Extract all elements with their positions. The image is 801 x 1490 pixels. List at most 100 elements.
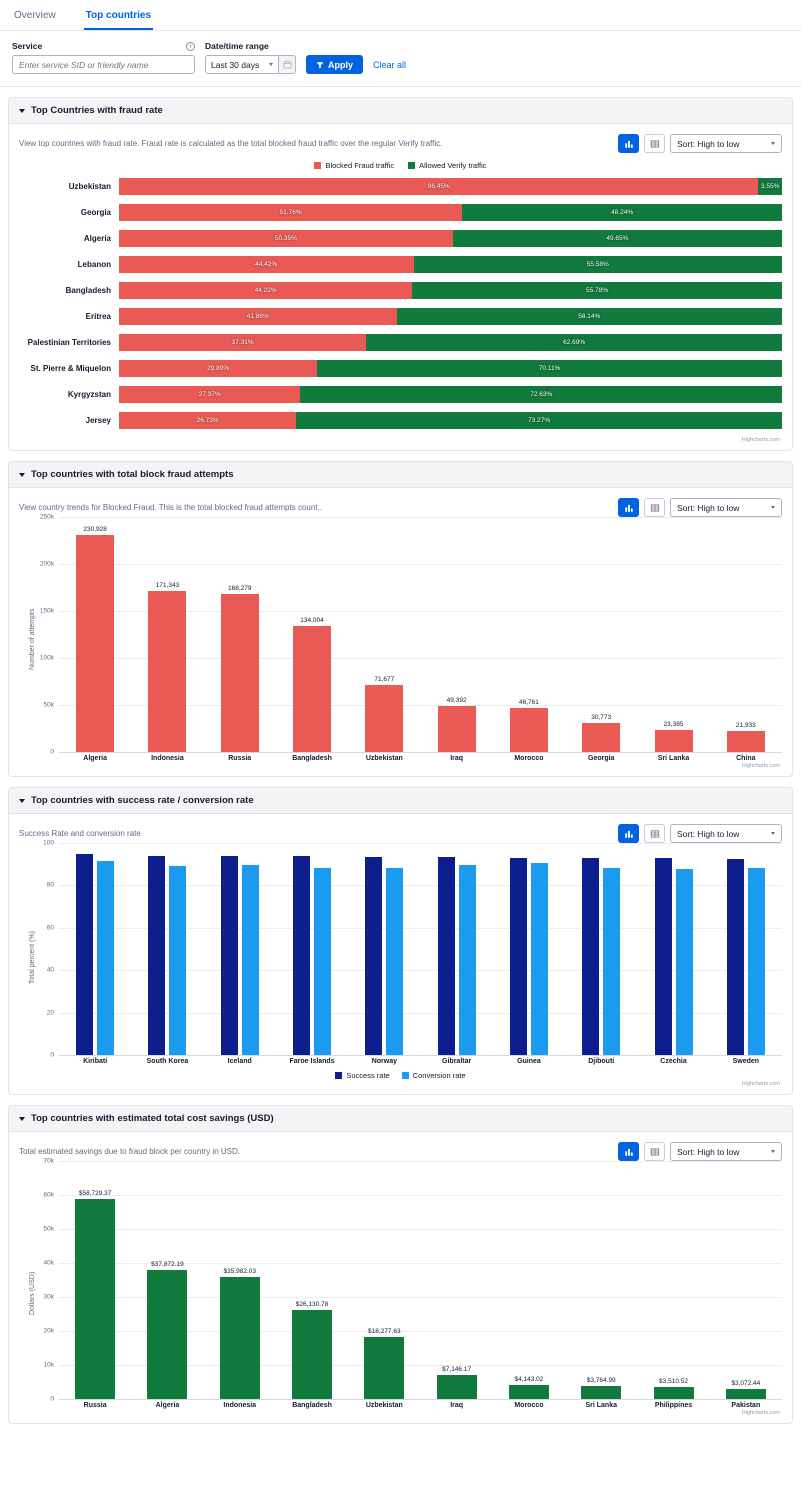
stacked-bar-segment[interactable]: 37.31%: [119, 334, 367, 351]
bar-view-button[interactable]: [618, 1142, 639, 1161]
collapse-triangle-icon[interactable]: [19, 1116, 25, 1121]
stacked-bar-segment[interactable]: 55.78%: [412, 282, 782, 299]
table-view-button[interactable]: [644, 498, 665, 517]
bar[interactable]: $4,143.02: [508, 1376, 549, 1399]
bar[interactable]: [148, 855, 166, 1055]
panel-header[interactable]: Top Countries with fraud rate: [9, 98, 792, 124]
apply-button[interactable]: Apply: [306, 55, 364, 74]
table-view-button[interactable]: [644, 824, 665, 843]
panel-subrow: Success Rate and conversion rate: [19, 824, 782, 843]
gridline: [59, 705, 782, 706]
bar[interactable]: $3,764.99: [581, 1377, 622, 1399]
bar[interactable]: [220, 856, 238, 1055]
bar[interactable]: [747, 868, 765, 1055]
bar[interactable]: [509, 858, 527, 1055]
stacked-bar-segment[interactable]: 58.14%: [396, 308, 782, 325]
panel-header[interactable]: Top countries with total block fraud att…: [9, 462, 792, 488]
bar[interactable]: [293, 856, 311, 1055]
stacked-bar-segment[interactable]: 29.89%: [119, 360, 318, 377]
stacked-bar-segment[interactable]: 55.58%: [413, 256, 782, 273]
stacked-bar-segment[interactable]: 51.76%: [119, 204, 463, 221]
bar[interactable]: [530, 862, 548, 1055]
daterange-select[interactable]: Last 30 days: [205, 55, 278, 74]
bar[interactable]: [169, 866, 187, 1055]
chevron-down-icon: [771, 142, 775, 145]
bar[interactable]: [654, 858, 672, 1055]
bar[interactable]: 171,343: [148, 582, 187, 752]
bar[interactable]: [241, 865, 259, 1055]
bar[interactable]: 21,933: [726, 722, 765, 752]
bar[interactable]: $35,982.03: [219, 1268, 260, 1399]
bar[interactable]: [675, 869, 693, 1055]
service-input[interactable]: [12, 55, 195, 74]
bar[interactable]: 30,773: [582, 714, 621, 752]
legend-item[interactable]: Blocked Fraud traffic: [314, 161, 394, 170]
legend-item[interactable]: Allowed Verify traffic: [408, 161, 487, 170]
info-icon[interactable]: i: [186, 41, 195, 51]
bar-data-label: $18,277.63: [368, 1327, 401, 1335]
calendar-button[interactable]: [278, 55, 296, 74]
bar-view-button[interactable]: [618, 498, 639, 517]
bar[interactable]: [437, 857, 455, 1055]
filter-bar: Service i Date/time range Last 30 days: [0, 31, 801, 87]
bar[interactable]: [76, 853, 94, 1055]
tab-overview[interactable]: Overview: [14, 10, 56, 21]
bar[interactable]: [582, 858, 600, 1055]
collapse-triangle-icon[interactable]: [19, 798, 25, 803]
tab-top-countries[interactable]: Top countries: [83, 6, 154, 30]
bars-container: 230,928 171,343 168,279 134,004 71,677 49,392…: [59, 517, 782, 752]
bar[interactable]: [314, 867, 332, 1055]
x-axis-tick-label: Kiribati: [83, 1058, 108, 1065]
bar[interactable]: 23,385: [654, 721, 693, 752]
bar[interactable]: [458, 865, 476, 1055]
sort-select[interactable]: Sort: High to low: [670, 824, 782, 843]
sort-select[interactable]: Sort: High to low: [670, 498, 782, 517]
bar[interactable]: [726, 859, 744, 1055]
bar[interactable]: $18,277.63: [364, 1328, 405, 1399]
stacked-bar-segment[interactable]: 48.24%: [462, 204, 782, 221]
stacked-bar-segment[interactable]: 44.42%: [119, 256, 414, 273]
bar[interactable]: $26,130.78: [292, 1301, 333, 1399]
bar[interactable]: $58,729.37: [75, 1190, 116, 1399]
stacked-bar-segment[interactable]: 44.22%: [119, 282, 413, 299]
bar[interactable]: 46,761: [509, 699, 548, 752]
stacked-bar-segment[interactable]: 96.45%: [119, 178, 759, 195]
bar[interactable]: [97, 861, 115, 1055]
bar[interactable]: $7,146.17: [436, 1366, 477, 1399]
sort-select[interactable]: Sort: High to low: [670, 134, 782, 153]
stacked-bar-segment[interactable]: 27.37%: [119, 386, 301, 403]
bar[interactable]: [603, 868, 621, 1055]
sort-select[interactable]: Sort: High to low: [670, 1142, 782, 1161]
stacked-bar-segment[interactable]: 70.11%: [317, 360, 782, 377]
bar[interactable]: $3,072.44: [725, 1380, 766, 1399]
bar-view-button[interactable]: [618, 824, 639, 843]
stacked-bar-segment[interactable]: 41.86%: [119, 308, 397, 325]
table-view-button[interactable]: [644, 134, 665, 153]
collapse-triangle-icon[interactable]: [19, 472, 25, 477]
bar[interactable]: [365, 857, 383, 1055]
legend-item[interactable]: Conversion rate: [401, 1071, 466, 1080]
stacked-bar-segment[interactable]: 26.73%: [119, 412, 297, 429]
panel-header[interactable]: Top countries with estimated total cost …: [9, 1106, 792, 1132]
bar[interactable]: [386, 867, 404, 1055]
table-view-button[interactable]: [644, 1142, 665, 1161]
bar[interactable]: 168,279: [220, 585, 259, 752]
bar-view-button[interactable]: [618, 134, 639, 153]
bar[interactable]: 230,928: [76, 526, 115, 752]
chart-credit: Highcharts.com: [741, 437, 780, 443]
stacked-bar-segment[interactable]: 49.65%: [452, 230, 782, 247]
panel-header[interactable]: Top countries with success rate / conver…: [9, 788, 792, 814]
bar[interactable]: 134,004: [293, 617, 332, 752]
legend-item[interactable]: Success rate: [335, 1071, 390, 1080]
bar[interactable]: 71,677: [365, 676, 404, 752]
collapse-triangle-icon[interactable]: [19, 108, 25, 113]
clear-all-button[interactable]: Clear all: [373, 60, 407, 70]
bar[interactable]: $3,510.52: [653, 1378, 694, 1399]
stacked-bar-segment[interactable]: 50.35%: [119, 230, 453, 247]
stacked-bar-segment[interactable]: 72.63%: [300, 386, 782, 403]
stacked-bar-segment[interactable]: 3.55%: [758, 178, 782, 195]
stacked-bar-segment[interactable]: 62.69%: [366, 334, 782, 351]
bar[interactable]: 49,392: [437, 697, 476, 752]
bar[interactable]: $37,872.19: [147, 1261, 188, 1399]
stacked-bar-segment[interactable]: 73.27%: [296, 412, 782, 429]
